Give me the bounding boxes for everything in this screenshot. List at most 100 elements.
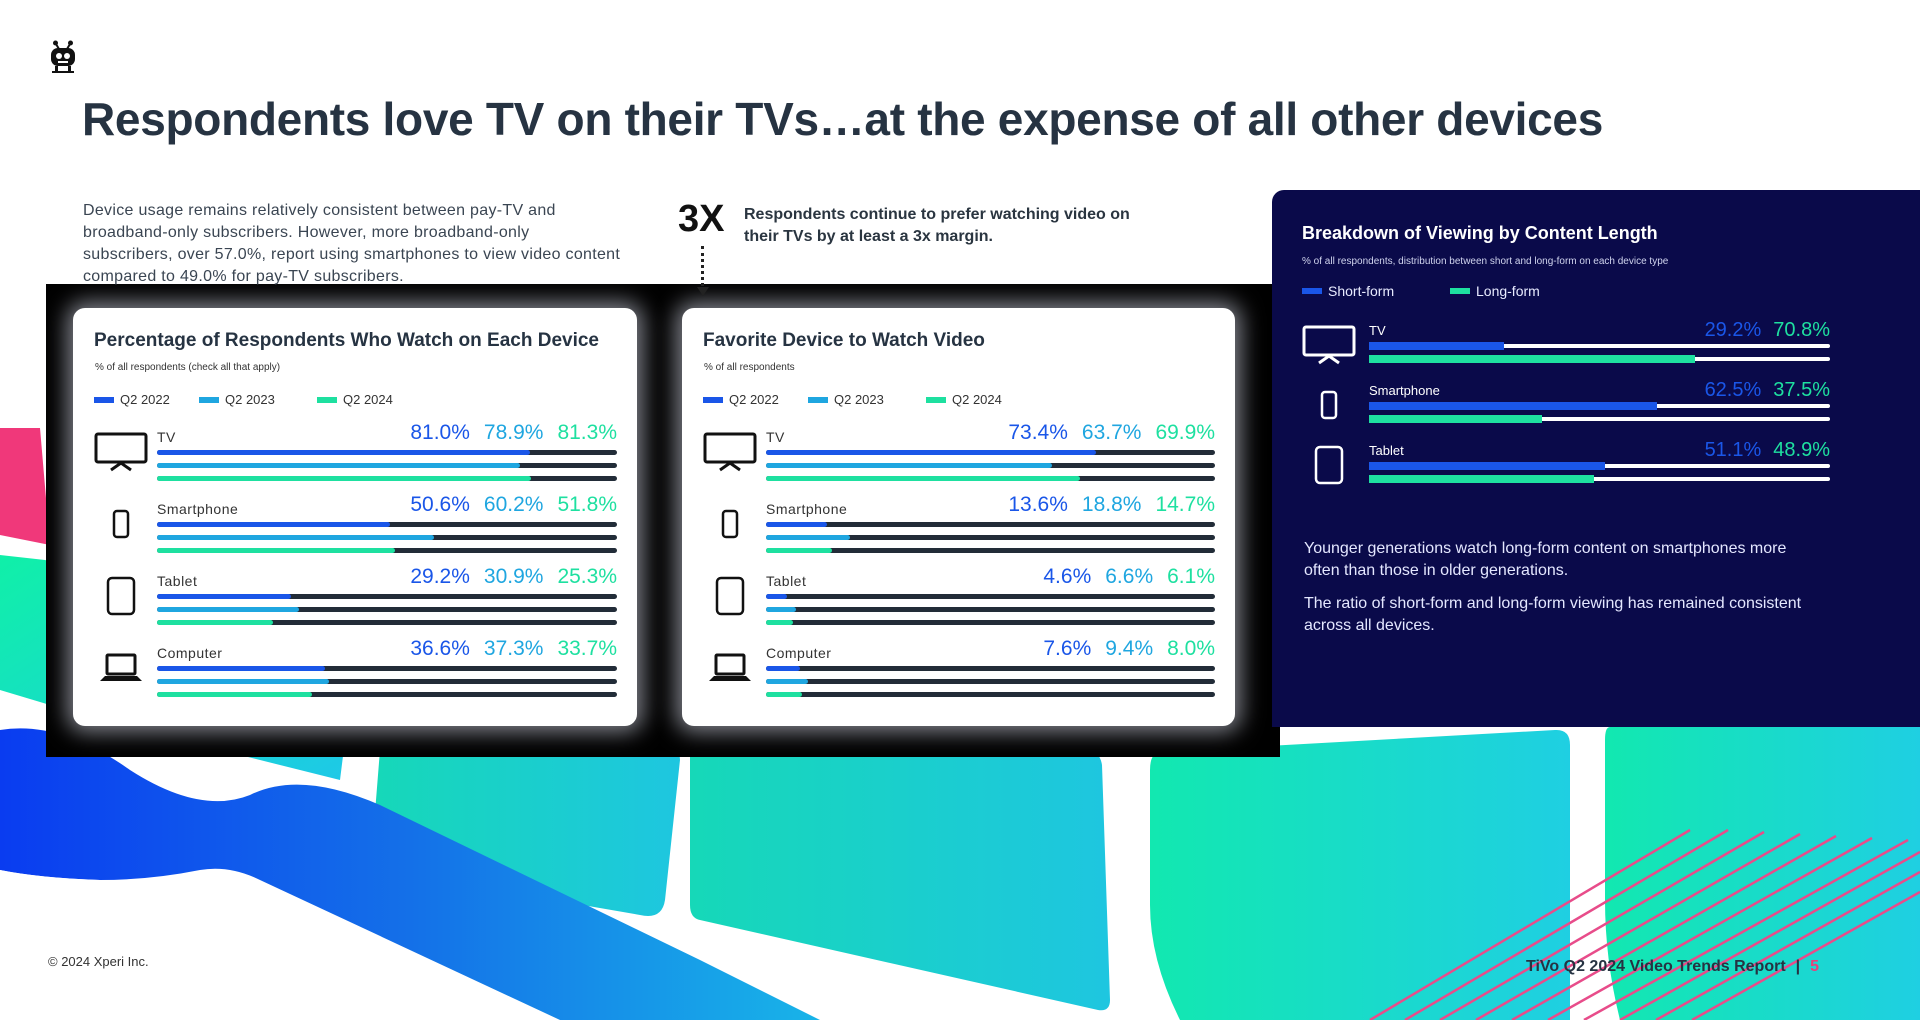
chart-title: Percentage of Respondents Who Watch on E… (94, 330, 600, 351)
bar (157, 463, 520, 468)
bar-track (766, 535, 1215, 540)
data-label: 13.6% (1008, 493, 1068, 516)
bar-track (766, 679, 1215, 684)
data-labels: 81.0% 78.9% 81.3% (396, 421, 617, 445)
bar-track (157, 607, 617, 612)
bar (157, 594, 292, 599)
data-label: 63.7% (1081, 421, 1142, 444)
bar-track (766, 620, 1215, 625)
legend-item-q2-2024: Q2 2024 (317, 392, 393, 407)
bar-group (766, 450, 1215, 489)
legend-swatch (317, 396, 337, 403)
bar (157, 666, 326, 671)
arrow-down-icon (697, 287, 709, 296)
smartphone-icon (1302, 383, 1356, 427)
bar (157, 607, 300, 612)
dotted-connector (701, 246, 708, 292)
device-label: TV (766, 429, 785, 445)
report-name: TiVo Q2 2024 Video Trends Report (1526, 958, 1786, 975)
bar-group (766, 666, 1215, 705)
data-labels: 62.5% 37.5% (1693, 379, 1830, 402)
tv-icon (702, 428, 758, 476)
legend-swatch (94, 396, 114, 403)
bar-group (1369, 402, 1830, 430)
device-row-tv: TV 73.4% 63.7% 69.9% (702, 420, 1215, 492)
computer-icon (93, 644, 149, 692)
data-label: 70.8% (1773, 319, 1830, 341)
bar-group (766, 522, 1215, 561)
bar (157, 450, 530, 455)
data-label: 37.5% (1773, 379, 1830, 401)
data-labels: 13.6% 18.8% 14.7% (994, 493, 1215, 517)
bar (157, 620, 274, 625)
chart-card-watch-devices: Percentage of Respondents Who Watch on E… (73, 308, 637, 726)
data-label: 7.6% (1043, 637, 1092, 660)
bar-group (1369, 342, 1830, 370)
tv-icon (93, 428, 149, 476)
data-label: 37.3% (483, 637, 544, 660)
legend-swatch (199, 396, 219, 403)
data-label: 51.1% (1704, 439, 1762, 461)
panel-subtitle: % of all respondents, distribution betwe… (1302, 256, 1669, 267)
data-label: 6.1% (1167, 565, 1215, 588)
tablet-icon (1302, 443, 1356, 487)
data-label: 8.0% (1167, 637, 1215, 660)
legend-item-q2-2024: Q2 2024 (926, 392, 1002, 407)
legend-label: Q2 2024 (952, 392, 1002, 407)
device-row-tablet: Tablet 4.6% 6.6% 6.1% (702, 564, 1215, 636)
bar (766, 679, 809, 684)
legend-swatch (1302, 288, 1322, 294)
smartphone-icon (702, 500, 758, 548)
device-label: Tablet (1369, 443, 1404, 458)
chart-card-favorite-device: Favorite Device to Watch Video % of all … (682, 308, 1235, 726)
bar-track (1369, 475, 1830, 483)
data-labels: 73.4% 63.7% 69.9% (994, 421, 1215, 445)
bar-track (157, 463, 617, 468)
bar (766, 548, 832, 553)
bar-track (157, 666, 617, 671)
data-label: 33.7% (557, 637, 617, 660)
bar (766, 692, 802, 697)
legend-item-long-form: Long-form (1450, 283, 1540, 299)
bar (766, 535, 851, 540)
data-label: 6.6% (1105, 565, 1154, 588)
legend-swatch (703, 396, 723, 403)
data-label: 51.8% (557, 493, 617, 516)
bar (157, 692, 313, 697)
bar-track (157, 535, 617, 540)
data-labels: 29.2% 30.9% 25.3% (396, 565, 617, 589)
bar-track (1369, 415, 1830, 423)
data-label: 29.2% (1704, 319, 1762, 341)
panel-note-2: The ratio of short-form and long-form vi… (1304, 595, 1802, 634)
chart-legend: Q2 2022 Q2 2023 Q2 2024 (703, 392, 1002, 407)
legend-label: Short-form (1328, 283, 1395, 299)
bar (1369, 462, 1605, 470)
data-label: 29.2% (410, 565, 470, 588)
device-label: Tablet (766, 573, 807, 589)
data-labels: 4.6% 6.6% 6.1% (1029, 565, 1215, 589)
data-labels: 51.1% 48.9% (1693, 439, 1830, 462)
callout-text: Respondents continue to prefer watching … (744, 206, 1130, 245)
content-length-panel: Breakdown of Viewing by Content Length %… (1272, 190, 1920, 727)
bar (766, 666, 801, 671)
data-label: 4.6% (1043, 565, 1092, 588)
bar (157, 522, 390, 527)
legend-label: Q2 2023 (834, 392, 884, 407)
teal-tile-3 (1150, 729, 1570, 1020)
bar (1369, 402, 1658, 410)
bar (766, 594, 787, 599)
device-label: Smartphone (1369, 383, 1440, 398)
device-label: TV (1369, 323, 1386, 338)
data-label: 60.2% (483, 493, 544, 516)
bar-track (766, 463, 1215, 468)
tv-icon (1302, 323, 1356, 367)
legend-swatch (1450, 288, 1470, 294)
bar-track (766, 476, 1215, 481)
chart-subtitle: % of all respondents (704, 362, 795, 373)
teal-tile-2 (690, 752, 1110, 1011)
chart-title: Favorite Device to Watch Video (703, 330, 985, 351)
chart-legend: Q2 2022 Q2 2023 Q2 2024 (94, 392, 393, 407)
bar (157, 548, 396, 553)
bar-track (766, 666, 1215, 671)
tivo-logo-icon (51, 40, 75, 73)
